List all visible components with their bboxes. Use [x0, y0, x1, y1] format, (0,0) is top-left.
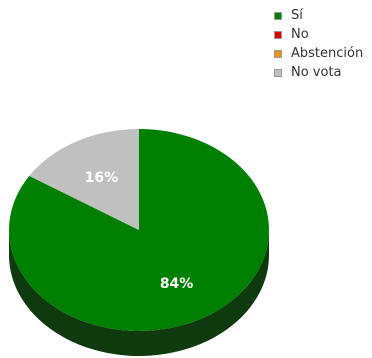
legend-label-abstencion: Abstención — [291, 46, 364, 61]
legend-swatch-si — [274, 11, 282, 20]
pie-side-si — [9, 230, 269, 356]
legend-item-abstencion: Abstención — [274, 44, 363, 63]
legend-swatch-no-vota — [274, 68, 282, 77]
legend-label-no-vota: No vota — [291, 65, 342, 80]
data-label-si: 84% — [160, 276, 194, 292]
data-label-no-vota: 16% — [85, 170, 119, 186]
legend-item-no: No — [274, 25, 363, 44]
legend-label-si: Sí — [291, 8, 303, 23]
legend-swatch-no — [274, 30, 282, 39]
legend-swatch-abstencion — [274, 49, 282, 58]
pie-slices — [8, 129, 269, 331]
pie-data-labels: 84% 16% — [85, 170, 194, 292]
legend-item-si: Sí — [274, 6, 363, 25]
legend-item-no-vota: No vota — [274, 63, 363, 82]
pie-slice-si — [8, 129, 269, 331]
chart-legend: Sí No Abstención No vota — [274, 6, 363, 82]
legend-label-no: No — [291, 27, 309, 42]
pie-slice-no-vota — [29, 129, 140, 230]
pie-sides — [9, 230, 269, 356]
